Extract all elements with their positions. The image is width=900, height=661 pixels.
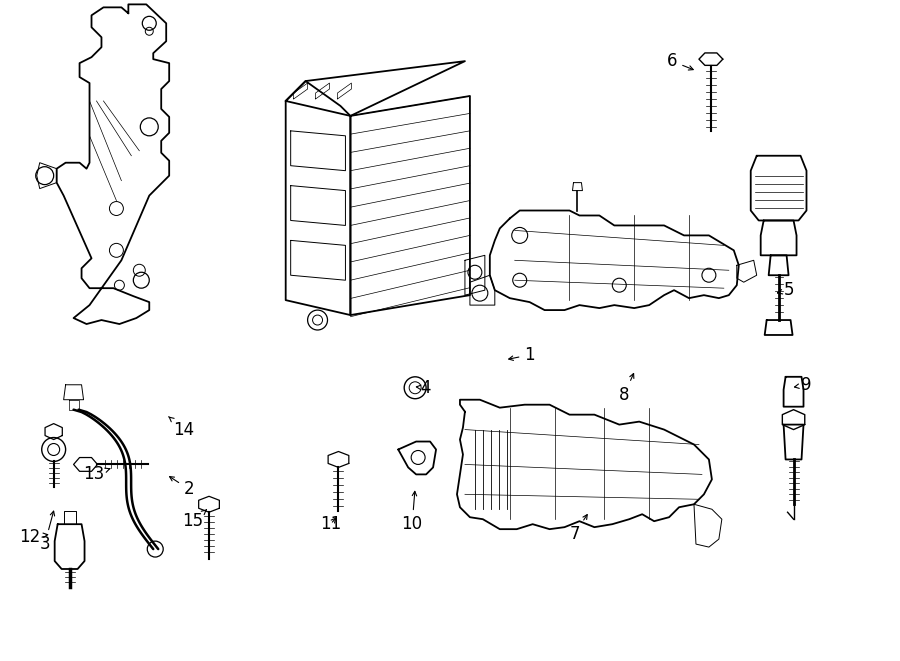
Text: 2: 2 bbox=[169, 477, 194, 498]
Text: 11: 11 bbox=[320, 515, 341, 533]
Text: 4: 4 bbox=[417, 379, 430, 397]
Text: 6: 6 bbox=[667, 52, 693, 70]
Text: 9: 9 bbox=[795, 375, 812, 394]
Text: 10: 10 bbox=[401, 491, 423, 533]
Text: 14: 14 bbox=[168, 416, 194, 439]
Text: 1: 1 bbox=[508, 346, 535, 364]
Text: 3: 3 bbox=[40, 511, 55, 553]
Text: 5: 5 bbox=[778, 281, 794, 299]
Text: 12: 12 bbox=[19, 528, 48, 546]
Text: 8: 8 bbox=[619, 373, 634, 404]
Text: 13: 13 bbox=[83, 465, 110, 483]
Text: 15: 15 bbox=[183, 510, 206, 530]
Text: 7: 7 bbox=[569, 515, 587, 543]
